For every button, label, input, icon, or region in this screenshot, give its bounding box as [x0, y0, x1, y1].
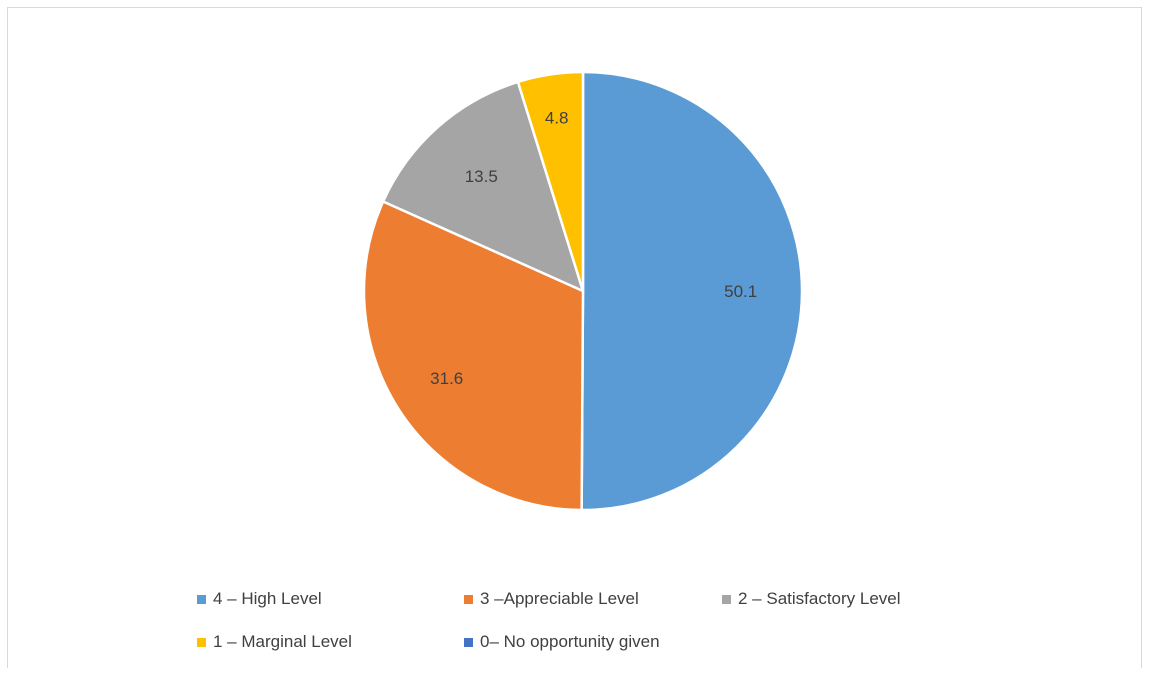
data-label-satisfactory-level: 13.5 — [465, 167, 498, 186]
pie-slice-appreciable-level — [362, 200, 585, 512]
data-label-high-level: 50.1 — [724, 282, 757, 301]
data-label-appreciable-level: 31.6 — [430, 369, 463, 388]
data-labels: 50.1 31.6 13.5 4.8 — [430, 108, 757, 388]
chart-frame — [7, 7, 1142, 668]
pie-slice-marginal-level — [516, 70, 585, 293]
pie-slices — [362, 70, 804, 512]
pie-slice-high-level — [580, 70, 804, 512]
data-label-marginal-level: 4.8 — [545, 108, 569, 127]
